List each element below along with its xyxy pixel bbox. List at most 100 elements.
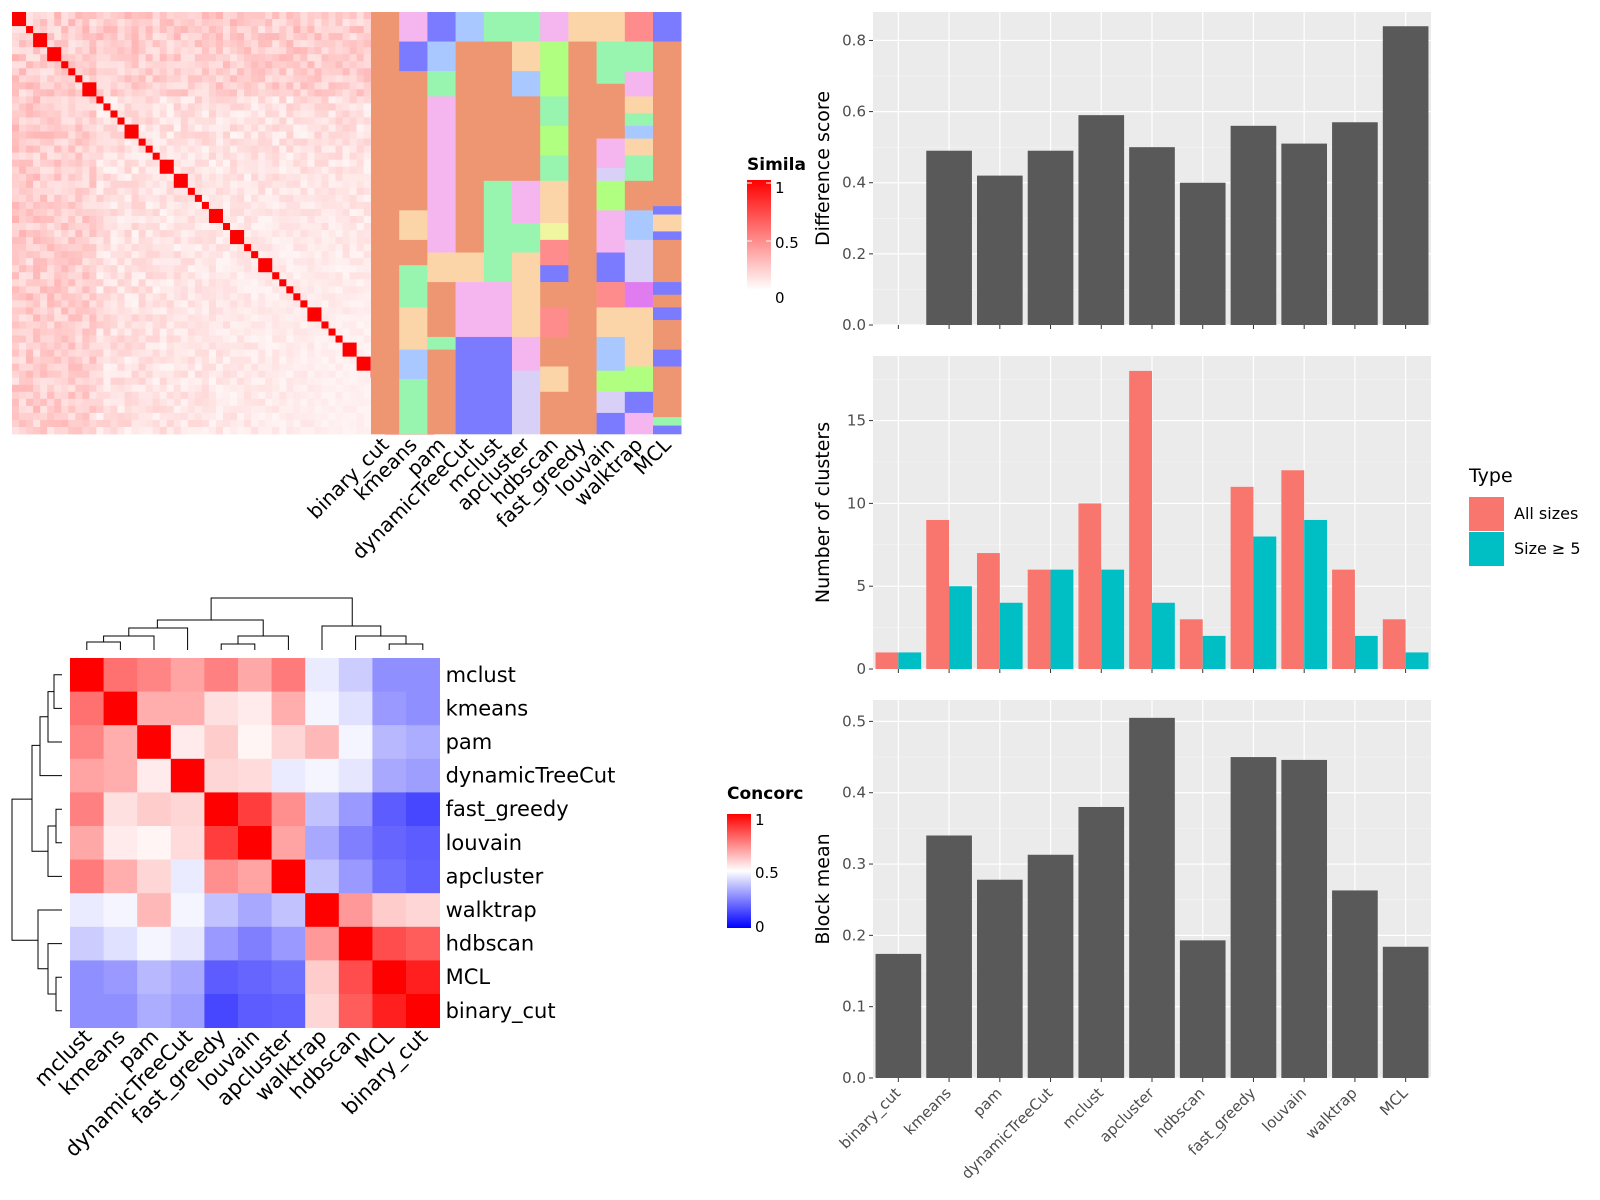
similarity-cell bbox=[272, 82, 280, 90]
similarity-cell bbox=[314, 89, 322, 97]
similarity-cell bbox=[356, 54, 365, 62]
similarity-cell bbox=[349, 89, 358, 97]
similarity-cell bbox=[251, 215, 259, 224]
similarity-cell bbox=[54, 26, 62, 34]
similarity-cell bbox=[47, 307, 55, 315]
similarity-cell bbox=[173, 370, 182, 379]
similarity-cell bbox=[166, 412, 175, 421]
similarity-cell bbox=[201, 412, 210, 421]
similarity-cell bbox=[215, 194, 224, 203]
similarity-cell bbox=[265, 251, 273, 259]
similarity-cell bbox=[54, 251, 62, 259]
similarity-cell bbox=[279, 145, 287, 154]
similarity-cell bbox=[215, 300, 224, 308]
concordance-cell bbox=[238, 758, 272, 793]
similarity-cell bbox=[208, 405, 217, 414]
similarity-cell bbox=[26, 398, 34, 407]
similarity-cell bbox=[251, 12, 259, 20]
similarity-cell bbox=[82, 300, 90, 308]
similarity-cell bbox=[131, 187, 139, 196]
similarity-cell bbox=[258, 26, 266, 34]
similarity-cell bbox=[187, 103, 196, 111]
similarity-cell bbox=[321, 412, 329, 421]
similarity-cell bbox=[138, 307, 147, 315]
similarity-cell bbox=[89, 391, 97, 400]
similarity-cell bbox=[103, 33, 111, 41]
similarity-cell bbox=[166, 194, 175, 203]
similarity-cell bbox=[187, 19, 196, 27]
similarity-cell bbox=[321, 152, 329, 161]
similarity-cell bbox=[244, 145, 252, 154]
similarity-cell bbox=[342, 75, 350, 83]
partition-cell bbox=[540, 180, 569, 211]
similarity-cell bbox=[223, 272, 231, 280]
similarity-cell bbox=[328, 349, 336, 358]
similarity-cell bbox=[96, 356, 104, 365]
similarity-cell bbox=[166, 272, 175, 280]
similarity-cell bbox=[152, 293, 161, 301]
similarity-cell bbox=[166, 223, 175, 231]
similarity-cell bbox=[173, 391, 182, 400]
similarity-cell bbox=[314, 384, 322, 393]
similarity-cell bbox=[54, 117, 62, 125]
similarity-cell bbox=[75, 47, 83, 55]
similarity-cell bbox=[258, 230, 266, 238]
similarity-cell bbox=[152, 230, 161, 238]
similarity-cell bbox=[363, 300, 372, 308]
similarity-cell bbox=[47, 279, 55, 287]
similarity-cell bbox=[47, 40, 55, 48]
similarity-cell bbox=[96, 75, 104, 83]
dendrogram-branch bbox=[156, 619, 264, 636]
dendrogram-branch bbox=[47, 691, 62, 743]
similarity-cell bbox=[61, 314, 69, 322]
bar bbox=[1230, 757, 1277, 1078]
concordance-cell bbox=[338, 691, 373, 726]
partition-cell bbox=[653, 366, 682, 418]
similarity-cell bbox=[75, 377, 83, 386]
similarity-cell bbox=[47, 61, 55, 69]
similarity-cell bbox=[356, 208, 365, 217]
concordance-cell bbox=[137, 926, 172, 961]
partition-cell bbox=[512, 41, 541, 72]
similarity-cell bbox=[54, 244, 62, 252]
similarity-cell bbox=[293, 419, 301, 428]
similarity-cell bbox=[300, 82, 308, 90]
similarity-cell bbox=[342, 138, 350, 147]
similarity-cell bbox=[145, 356, 154, 365]
concordance-row-label: binary_cut bbox=[446, 999, 556, 1024]
similarity-cell bbox=[335, 103, 343, 111]
similarity-cell bbox=[26, 314, 34, 322]
similarity-cell bbox=[138, 356, 147, 365]
similarity-cell bbox=[61, 159, 69, 168]
similarity-cell bbox=[194, 286, 203, 294]
similarity-cell bbox=[272, 258, 280, 266]
similarity-cell bbox=[82, 307, 90, 315]
similarity-cell bbox=[75, 208, 83, 217]
similarity-cell bbox=[33, 342, 41, 350]
similarity-cell bbox=[244, 117, 252, 125]
similarity-cell bbox=[363, 201, 372, 210]
similarity-cell bbox=[19, 405, 27, 414]
similarity-cell bbox=[159, 349, 168, 358]
similarity-cell bbox=[110, 265, 118, 273]
similarity-cell bbox=[68, 159, 76, 168]
similarity-cell bbox=[251, 19, 259, 27]
similarity-cell bbox=[244, 180, 252, 189]
similarity-cell bbox=[342, 237, 350, 245]
similarity-cell bbox=[89, 244, 97, 252]
similarity-cell bbox=[145, 377, 154, 386]
similarity-cell bbox=[237, 363, 245, 372]
similarity-cell bbox=[244, 335, 252, 343]
bar-size-ge-5 bbox=[1152, 602, 1175, 669]
similarity-cell bbox=[201, 103, 210, 111]
y-tick-label: 0.4 bbox=[842, 174, 866, 192]
similarity-cell bbox=[82, 293, 90, 301]
similarity-cell bbox=[82, 377, 90, 386]
similarity-cell bbox=[47, 201, 55, 210]
similarity-cell bbox=[103, 230, 111, 238]
similarity-cell bbox=[258, 110, 266, 118]
similarity-cell bbox=[124, 54, 132, 62]
similarity-cell bbox=[293, 26, 301, 34]
similarity-cell bbox=[300, 124, 308, 132]
similarity-cell bbox=[356, 293, 365, 301]
